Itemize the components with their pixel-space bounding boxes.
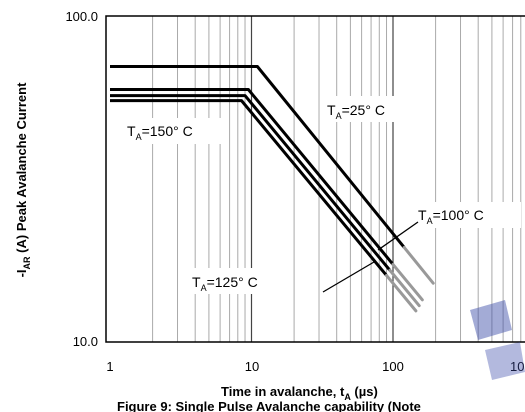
annotation-ta25: TA=25° C xyxy=(327,102,385,121)
x-tick-label: 1000 xyxy=(510,359,525,374)
series-tail xyxy=(402,245,435,285)
x-tick-label: 10 xyxy=(245,359,259,374)
annotation-leader-ta100 xyxy=(377,221,419,251)
series-line xyxy=(110,99,388,277)
series-line xyxy=(110,88,395,266)
x-axis-title: Time in avalanche, tA (µs) xyxy=(221,384,378,402)
figure-caption: Figure 9: Single Pulse Avalanche capabil… xyxy=(117,399,421,412)
annotation-bg xyxy=(413,202,521,228)
y-axis-title: -IAR (A) Peak Avalanche Current xyxy=(14,82,32,277)
y-tick-label: 10.0 xyxy=(73,334,98,349)
x-tick-label: 1 xyxy=(106,359,113,374)
annotation-ta100: TA=100° C xyxy=(418,207,484,226)
plot-frame xyxy=(105,15,525,343)
series-tail xyxy=(388,268,421,308)
series-line xyxy=(110,64,406,249)
series-tail xyxy=(391,262,424,302)
series-lines xyxy=(110,64,435,313)
x-tick-label: 100 xyxy=(382,359,404,374)
annotation-bg xyxy=(322,96,414,122)
annotation-bg xyxy=(189,268,289,294)
annotation-leader-ta125 xyxy=(322,261,375,293)
y-tick-label: 100.0 xyxy=(65,9,98,24)
annotation-ta150: TA=150° C xyxy=(127,123,193,142)
watermark-logo xyxy=(470,300,525,380)
series-line xyxy=(110,94,392,272)
series-tail xyxy=(385,273,418,313)
annotation-ta125: TA=125° C xyxy=(192,274,258,293)
annotation-bg xyxy=(124,118,224,144)
